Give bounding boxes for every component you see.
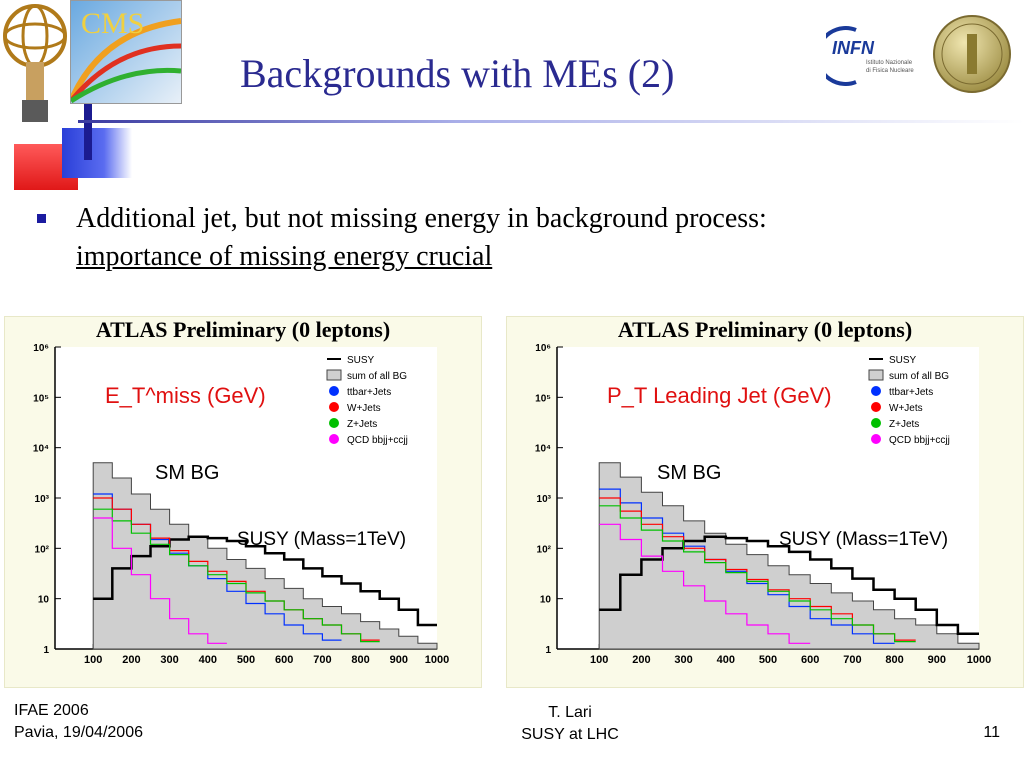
legend-label: SUSY <box>889 355 917 366</box>
legend-marker <box>329 402 339 412</box>
page-number: 11 <box>983 724 1000 741</box>
y-tick-label: 10⁵ <box>33 393 49 404</box>
series-susy <box>93 535 437 627</box>
y-tick-label: 10⁶ <box>535 343 551 354</box>
series-susy <box>599 535 979 636</box>
legend-marker <box>326 369 342 381</box>
x-tick-label: 600 <box>801 654 819 666</box>
variable-label: P_T Leading Jet (GeV) <box>607 383 832 408</box>
legend-marker <box>868 369 884 381</box>
bullet-text: Additional jet, but not missing energy i… <box>76 200 976 276</box>
footer-conference-date: Pavia, 19/04/2006 <box>14 724 143 741</box>
legend-marker <box>871 418 881 428</box>
x-tick-label: 100 <box>84 654 102 666</box>
y-tick-label: 1 <box>43 645 49 656</box>
cms-logo: CMS <box>70 0 182 104</box>
x-tick-label: 600 <box>275 654 293 666</box>
annotation-sm-bg: SM BG <box>657 462 721 484</box>
y-tick-label: 10⁴ <box>33 444 49 455</box>
footer-talk-title: SUSY at LHC <box>521 726 619 743</box>
y-tick-label: 10² <box>537 544 552 555</box>
bullet-line-1: Additional jet, but not missing energy i… <box>76 203 767 234</box>
series-z-jets <box>599 505 916 643</box>
series-sum-of-all-bg <box>598 462 980 650</box>
infn-logo-subtitle-1: Istituto Nazionale <box>866 60 913 66</box>
x-tick-label: 400 <box>717 654 735 666</box>
series-qcd-bbjj-ccjj <box>93 517 227 644</box>
y-tick-label: 10⁶ <box>33 343 49 354</box>
legend-marker <box>871 386 881 396</box>
legend-marker <box>871 434 881 444</box>
university-medal-logo <box>933 15 1011 93</box>
y-tick-label: 10 <box>38 595 50 606</box>
bullet-marker <box>37 214 46 223</box>
footer-author: T. Lari SUSY at LHC <box>510 702 630 746</box>
legend-marker <box>329 418 339 428</box>
y-tick-label: 1 <box>545 645 551 656</box>
x-tick-label: 200 <box>122 654 140 666</box>
chart-etmiss: 1 10 10² 10³ 10⁴ 10⁵ 10⁶ 100 200 300 400 500 600 700 8… <box>33 343 449 666</box>
y-tick-label: 10² <box>35 544 50 555</box>
chart-panel-etmiss: ATLAS Preliminary (0 leptons) 1 10 10² 10³ 1… <box>4 316 482 688</box>
legend-marker <box>329 434 339 444</box>
x-tick-label: 200 <box>632 654 650 666</box>
x-tick-label: 400 <box>199 654 217 666</box>
cms-logo-text: CMS <box>81 7 145 40</box>
annotation-susy-mass: SUSY (Mass=1TeV) <box>237 529 406 550</box>
y-tick-label: 10 <box>540 595 552 606</box>
infn-logo: INFN Istituto Nazionale di Fisica Nuclea… <box>826 16 926 86</box>
decorative-vertical-bar <box>84 96 92 160</box>
y-tick-label: 10³ <box>537 494 552 505</box>
legend-label: Z+Jets <box>889 419 919 430</box>
infn-logo-text: INFN <box>832 38 874 58</box>
x-tick-label: 500 <box>237 654 255 666</box>
bullet-line-2-emphasis: importance of missing energy crucial <box>76 241 493 272</box>
legend-marker <box>871 402 881 412</box>
chart-pt-leading-jet: 1 10 10² 10³ 10⁴ 10⁵ 10⁶ 100 200 300 400 500 600 700 8… <box>535 343 991 666</box>
annotation-susy-mass: SUSY (Mass=1TeV) <box>779 529 948 550</box>
legend-label: QCD bbjj+ccjj <box>889 435 950 446</box>
x-tick-label: 900 <box>390 654 408 666</box>
legend-label: sum of all BG <box>889 371 949 382</box>
y-tick-label: 10³ <box>35 494 50 505</box>
x-tick-label: 1000 <box>967 654 991 666</box>
x-tick-label: 100 <box>590 654 608 666</box>
variable-label: E_T^miss (GeV) <box>105 383 266 408</box>
legend-label: QCD bbjj+ccjj <box>347 435 408 446</box>
legend-label: W+Jets <box>347 403 381 414</box>
footer-author-name: T. Lari <box>548 704 592 721</box>
x-tick-label: 300 <box>160 654 178 666</box>
legend-label: ttbar+Jets <box>889 387 933 398</box>
series-z-jets <box>93 508 380 643</box>
decorative-blue-block <box>62 128 132 178</box>
infn-logo-subtitle-2: di Fisica Nucleare <box>866 68 914 74</box>
legend-label: Z+Jets <box>347 419 377 430</box>
footer-conference-name: IFAE 2006 <box>14 702 89 719</box>
series-sum-of-all-bg <box>92 462 438 650</box>
x-tick-label: 300 <box>674 654 692 666</box>
atlas-figure-logo <box>3 4 67 122</box>
x-tick-label: 500 <box>759 654 777 666</box>
legend-label: SUSY <box>347 355 375 366</box>
legend-label: W+Jets <box>889 403 923 414</box>
y-tick-label: 10⁵ <box>535 393 551 404</box>
legend-label: sum of all BG <box>347 371 407 382</box>
annotation-sm-bg: SM BG <box>155 462 219 484</box>
x-tick-label: 700 <box>313 654 331 666</box>
footer-conference: IFAE 2006 Pavia, 19/04/2006 <box>14 700 143 744</box>
y-tick-label: 10⁴ <box>535 444 551 455</box>
x-tick-label: 1000 <box>425 654 449 666</box>
title-rule <box>78 120 1024 123</box>
x-tick-label: 900 <box>928 654 946 666</box>
chart-panel-pt-leading-jet: ATLAS Preliminary (0 leptons) 1 10 10² 10³ 1… <box>506 316 1024 688</box>
x-tick-label: 800 <box>351 654 369 666</box>
chart-title-pt-leading-jet: ATLAS Preliminary (0 leptons) <box>617 317 913 342</box>
chart-title-etmiss: ATLAS Preliminary (0 leptons) <box>95 317 391 342</box>
legend-marker <box>329 386 339 396</box>
series-qcd-bbjj-ccjj <box>599 523 811 644</box>
x-tick-label: 700 <box>843 654 861 666</box>
legend-label: ttbar+Jets <box>347 387 391 398</box>
page-title: Backgrounds with MEs (2) <box>240 51 675 96</box>
x-tick-label: 800 <box>885 654 903 666</box>
